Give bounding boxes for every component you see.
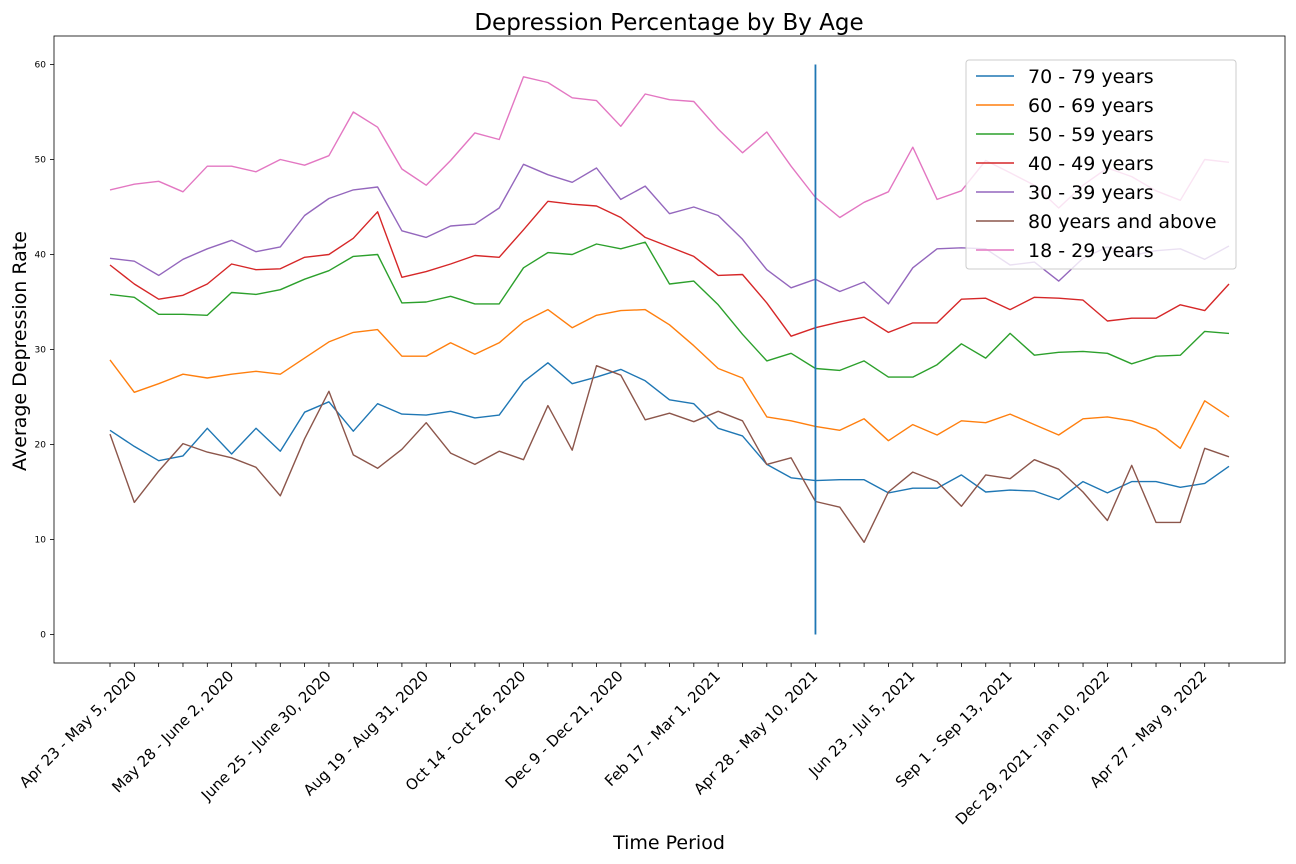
y-tick-label: 20 xyxy=(35,441,47,451)
series-line xyxy=(109,200,1230,337)
legend-entry: 80 years and above xyxy=(1028,211,1217,233)
x-axis-label: Time Period xyxy=(612,832,725,854)
y-tick-label: 50 xyxy=(35,156,47,166)
legend-entry: 30 - 39 years xyxy=(1028,182,1154,204)
x-tick-label: Jun 23 - Jul 5, 2021 xyxy=(804,667,918,781)
legend-entry: 18 - 29 years xyxy=(1028,240,1154,262)
series-line xyxy=(109,365,1230,543)
x-tick-label: Dec 29, 2021 - Jan 10, 2022 xyxy=(952,667,1113,828)
y-tick-label: 0 xyxy=(40,631,46,641)
legend-box xyxy=(965,59,1237,270)
y-tick-label: 10 xyxy=(35,536,47,546)
series-line xyxy=(109,362,1230,501)
series-line xyxy=(109,241,1230,378)
legend-entry: 60 - 69 years xyxy=(1028,95,1154,117)
legend: 70 - 79 years 60 - 69 years 50 - 59 years 4… xyxy=(965,59,1237,270)
legend-entry: 50 - 59 years xyxy=(1028,124,1154,146)
series-line xyxy=(109,308,1230,449)
legend-entry: 70 - 79 years xyxy=(1028,66,1154,88)
y-axis: 0 10 20 30 40 50 60 xyxy=(35,61,54,641)
y-tick-label: 60 xyxy=(35,61,47,71)
y-axis-label: Average Depression Rate xyxy=(9,231,31,471)
chart-title: Depression Percentage by By Age xyxy=(474,10,863,36)
legend-entry: 40 - 49 years xyxy=(1028,153,1154,175)
y-tick-label: 30 xyxy=(35,346,47,356)
series-lines xyxy=(109,76,1230,543)
y-tick-label: 40 xyxy=(35,251,47,261)
